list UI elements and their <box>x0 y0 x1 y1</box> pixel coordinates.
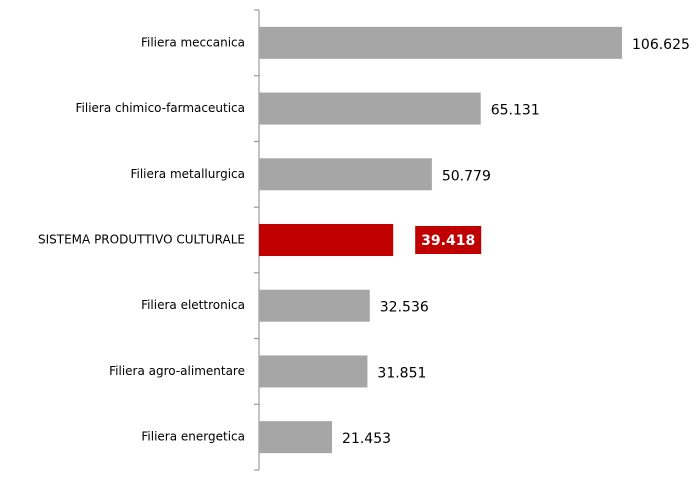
bar <box>259 158 432 191</box>
bar <box>259 355 368 388</box>
category-label: Filiera elettronica <box>141 298 245 312</box>
value-label: 32.536 <box>380 300 429 316</box>
category-label: SISTEMA PRODUTTIVO CULTURALE <box>38 233 245 247</box>
value-label: 65.131 <box>491 103 540 119</box>
bar <box>259 26 622 59</box>
category-label: Filiera metallurgica <box>130 167 245 181</box>
value-label: 21.453 <box>342 431 391 447</box>
category-label: Filiera energetica <box>141 430 245 444</box>
category-label: Filiera agro-alimentare <box>109 364 245 378</box>
category-label: Filiera meccanica <box>141 35 245 49</box>
bar <box>259 224 394 256</box>
category-label: Filiera chimico-farmaceutica <box>76 101 246 115</box>
value-label: 31.851 <box>377 365 426 381</box>
value-label: 39.418 <box>421 233 475 249</box>
value-label: 50.779 <box>442 168 491 184</box>
bar <box>259 421 333 454</box>
value-label-box <box>415 226 482 254</box>
value-label: 106.625 <box>632 37 690 53</box>
bar <box>259 289 370 322</box>
bar <box>259 92 481 125</box>
